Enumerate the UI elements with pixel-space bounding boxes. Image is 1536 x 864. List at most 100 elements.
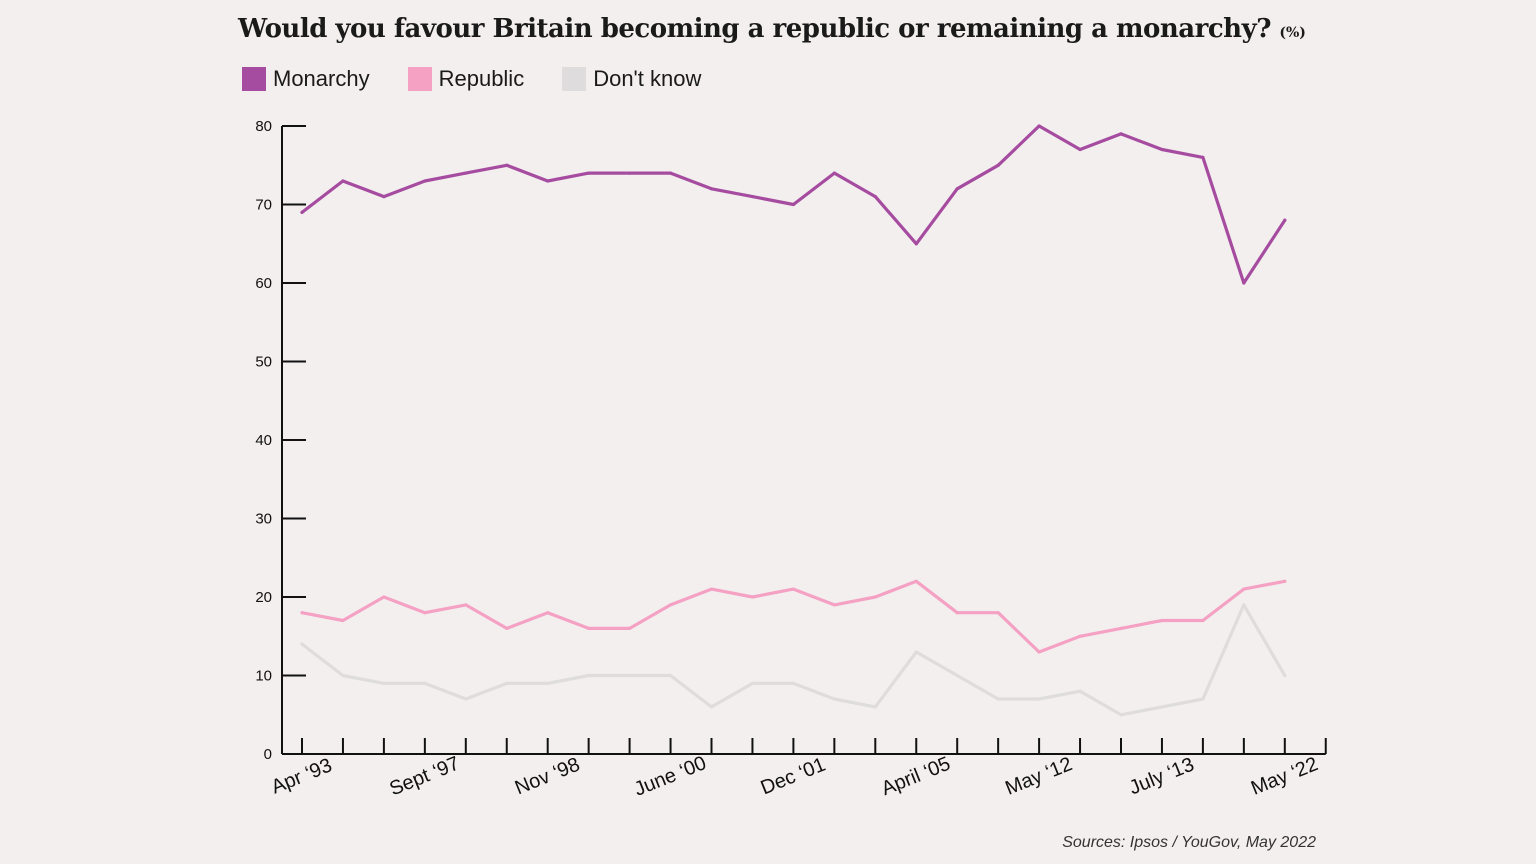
y-tick-label-20: 20 bbox=[255, 589, 272, 606]
data-point-republic bbox=[996, 611, 1000, 615]
data-point-republic bbox=[628, 626, 632, 631]
data-point-don-t-know bbox=[873, 705, 877, 709]
data-point-monarchy bbox=[791, 202, 796, 207]
y-tick-label-0: 0 bbox=[264, 746, 272, 763]
data-point-monarchy bbox=[423, 179, 427, 183]
data-point-don-t-know bbox=[546, 681, 550, 685]
y-tick-label-40: 40 bbox=[255, 432, 272, 449]
data-point-don-t-know bbox=[1119, 713, 1123, 717]
data-point-don-t-know bbox=[1160, 705, 1164, 709]
data-point-don-t-know bbox=[996, 697, 1000, 701]
y-tick-label-80: 80 bbox=[255, 118, 272, 135]
data-point-monarchy bbox=[382, 195, 386, 199]
legend-swatch-dont-know bbox=[562, 67, 587, 91]
data-point-monarchy bbox=[1037, 124, 1041, 128]
y-tick-label-60: 60 bbox=[255, 275, 272, 292]
data-point-monarchy bbox=[505, 163, 509, 167]
x-tick-label: Apr ‘93 bbox=[268, 754, 335, 798]
x-tick-label: Nov ‘98 bbox=[512, 754, 583, 800]
data-point-republic bbox=[1201, 618, 1205, 623]
data-point-monarchy bbox=[1119, 132, 1123, 136]
data-point-republic bbox=[546, 611, 550, 615]
data-point-republic bbox=[955, 611, 959, 615]
series-line-republic bbox=[300, 579, 1287, 654]
data-point-monarchy bbox=[1078, 147, 1082, 152]
data-point-republic bbox=[1037, 650, 1041, 654]
data-point-republic bbox=[382, 595, 386, 599]
data-point-don-t-know bbox=[750, 681, 755, 685]
data-point-republic bbox=[587, 626, 591, 631]
data-point-don-t-know bbox=[832, 697, 836, 701]
legend-label-republic: Republic bbox=[438, 66, 525, 91]
data-point-monarchy bbox=[668, 171, 673, 175]
x-tick-label: May ‘12 bbox=[1002, 753, 1075, 800]
legend-item-dont-know: Don't know bbox=[562, 66, 701, 92]
legend-swatch-republic bbox=[407, 67, 432, 91]
data-point-monarchy bbox=[1242, 281, 1246, 285]
data-point-republic bbox=[1283, 579, 1287, 583]
y-tick-label-10: 10 bbox=[255, 668, 272, 685]
data-point-republic bbox=[1078, 634, 1082, 638]
data-point-don-t-know bbox=[300, 642, 304, 646]
data-point-monarchy bbox=[546, 179, 550, 183]
legend-item-monarchy: Monarchy bbox=[242, 66, 370, 92]
legend-label-dont-know: Don't know bbox=[593, 66, 702, 91]
chart-title: Would you favour Britain becoming a repu… bbox=[238, 14, 1271, 44]
data-point-monarchy bbox=[628, 171, 632, 175]
legend-item-republic: Republic bbox=[407, 66, 525, 92]
data-point-republic bbox=[341, 618, 345, 623]
x-tick-label: May ‘22 bbox=[1248, 753, 1321, 800]
data-point-republic bbox=[1242, 587, 1246, 591]
data-point-don-t-know bbox=[505, 681, 509, 685]
data-point-don-t-know bbox=[955, 673, 959, 678]
data-point-monarchy bbox=[1283, 218, 1287, 222]
data-point-monarchy bbox=[914, 242, 918, 246]
x-tick-label: Dec ‘01 bbox=[758, 754, 829, 800]
chart-title-block: Would you favour Britain becoming a repu… bbox=[238, 14, 1306, 44]
data-point-republic bbox=[832, 603, 836, 607]
x-tick-label: July ‘13 bbox=[1126, 754, 1197, 800]
data-point-republic bbox=[668, 603, 673, 607]
x-tick-label: Sept ‘97 bbox=[386, 752, 462, 800]
data-point-don-t-know bbox=[1201, 697, 1205, 701]
data-point-republic bbox=[464, 603, 468, 607]
legend-swatch-monarchy bbox=[242, 67, 266, 91]
data-point-republic bbox=[873, 595, 877, 599]
data-point-monarchy bbox=[709, 187, 714, 191]
data-point-republic bbox=[423, 611, 427, 615]
y-tick-label-30: 30 bbox=[255, 511, 272, 528]
data-point-republic bbox=[1119, 626, 1123, 631]
data-point-republic bbox=[709, 587, 714, 591]
data-point-don-t-know bbox=[382, 681, 386, 685]
data-point-don-t-know bbox=[587, 673, 591, 678]
data-point-don-t-know bbox=[791, 681, 796, 685]
data-point-republic bbox=[750, 595, 755, 599]
x-tick-label: April ‘05 bbox=[878, 753, 953, 800]
data-point-don-t-know bbox=[1242, 603, 1246, 607]
data-point-monarchy bbox=[750, 195, 755, 199]
data-point-monarchy bbox=[587, 171, 591, 175]
data-point-don-t-know bbox=[423, 681, 427, 685]
data-point-monarchy bbox=[1160, 147, 1164, 152]
data-point-don-t-know bbox=[1078, 689, 1082, 693]
data-point-don-t-know bbox=[464, 697, 468, 701]
data-point-don-t-know bbox=[628, 673, 632, 678]
data-point-republic bbox=[1160, 618, 1164, 623]
data-point-republic bbox=[791, 587, 796, 591]
data-point-don-t-know bbox=[341, 673, 345, 678]
series-line-don-t-know bbox=[300, 603, 1287, 717]
chart-legend: Monarchy Republic Don't know bbox=[242, 66, 739, 92]
data-point-don-t-know bbox=[709, 705, 714, 709]
data-point-republic bbox=[300, 611, 304, 615]
data-point-don-t-know bbox=[914, 650, 918, 654]
data-point-monarchy bbox=[955, 187, 959, 191]
data-point-monarchy bbox=[873, 195, 877, 199]
data-point-monarchy bbox=[300, 210, 304, 214]
x-tick-label: June ‘00 bbox=[631, 752, 709, 801]
legend-label-monarchy: Monarchy bbox=[273, 66, 370, 91]
data-point-monarchy bbox=[1201, 155, 1205, 159]
y-tick-label-50: 50 bbox=[255, 354, 272, 371]
data-point-republic bbox=[505, 626, 509, 631]
data-point-monarchy bbox=[832, 171, 836, 175]
